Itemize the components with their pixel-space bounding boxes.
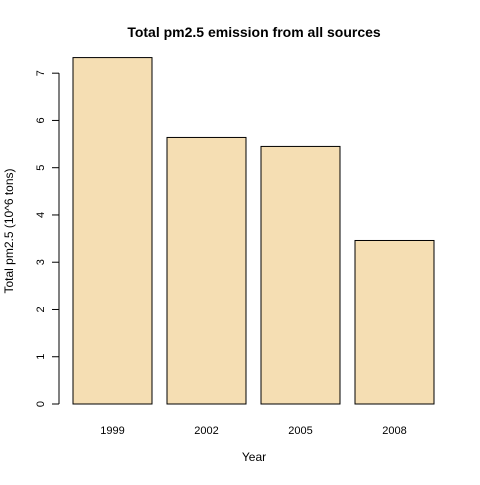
bars-group xyxy=(72,57,435,405)
y-axis-label: Total pm2.5 (10^6 tons) xyxy=(2,168,16,293)
y-tick-label: 4 xyxy=(35,212,47,218)
y-axis: 0 1 2 3 4 5 6 7 xyxy=(35,70,60,407)
x-tick-label: 2002 xyxy=(194,425,218,437)
bar-2005 xyxy=(260,145,341,405)
y-tick-label: 5 xyxy=(35,165,47,171)
x-tick-label: 1999 xyxy=(100,425,124,437)
x-axis-label: Year xyxy=(242,450,266,464)
y-tick-label: 2 xyxy=(35,306,47,312)
x-tick-label: 2005 xyxy=(288,425,312,437)
y-tick-label: 3 xyxy=(35,259,47,265)
x-tick-label: 2008 xyxy=(382,425,406,437)
y-tick-label: 6 xyxy=(35,117,47,123)
bar-1999 xyxy=(72,57,153,405)
x-tick-labels: 1999 2002 2005 2008 xyxy=(100,425,406,437)
chart-title: Total pm2.5 emission from all sources xyxy=(127,24,381,40)
y-tick-label: 1 xyxy=(35,354,47,360)
y-tick-label: 0 xyxy=(35,401,47,407)
y-tick-label: 7 xyxy=(35,70,47,76)
bar-2008 xyxy=(354,239,435,405)
bar-2002 xyxy=(166,136,247,405)
